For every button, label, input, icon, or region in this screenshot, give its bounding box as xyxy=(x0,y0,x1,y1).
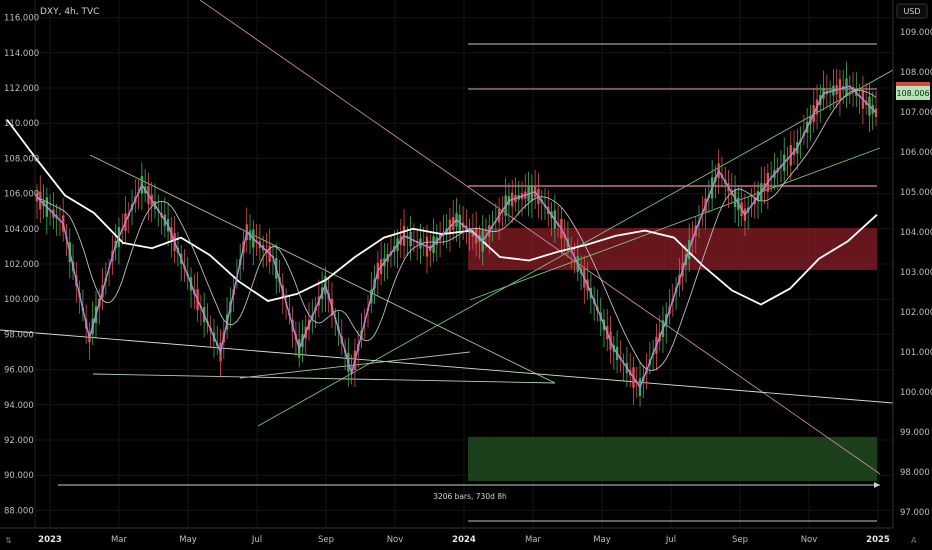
left-tick-label: 90.000 xyxy=(4,471,34,481)
price-line xyxy=(36,85,877,389)
right-tick-label: 101.000 xyxy=(900,348,932,358)
currency-box[interactable] xyxy=(896,3,928,19)
time-tick-label: 2023 xyxy=(38,535,62,545)
right-tick-label: 106.000 xyxy=(900,148,932,158)
time-tick-label: 2024 xyxy=(452,535,476,545)
left-tick-label: 110.000 xyxy=(4,119,39,129)
time-tick-label: Sep xyxy=(318,535,334,545)
trendline-up-channel-lower xyxy=(469,147,881,301)
left-tick-label: 116.000 xyxy=(4,14,39,24)
left-tick-label: 98.000 xyxy=(4,330,34,340)
right-tick-label: 102.000 xyxy=(900,308,932,318)
right-tick-label: 100.000 xyxy=(900,388,932,398)
time-axis-panel xyxy=(0,528,932,550)
right-tick-label: 103.000 xyxy=(900,268,932,278)
right-tick-label: 99.000 xyxy=(900,428,930,438)
left-tick-label: 114.000 xyxy=(4,49,39,59)
left-tick-label: 104.000 xyxy=(4,225,39,235)
right-tick-label: 98.000 xyxy=(900,468,930,478)
trendline-wedge-lower xyxy=(92,373,556,384)
left-tick-label: 92.000 xyxy=(4,436,34,446)
time-tick-label: Mar xyxy=(525,535,542,545)
left-tick-label: 96.000 xyxy=(4,366,34,376)
left-tick-label: 100.000 xyxy=(4,295,39,305)
left-price-axis[interactable]: 116.000 114.000 112.000 110.000 108.000 106.0… xyxy=(4,14,39,517)
time-tick-label: May xyxy=(593,535,611,545)
price-badge[interactable] xyxy=(896,86,930,100)
left-tick-label: 102.000 xyxy=(4,260,39,270)
price-badge-top xyxy=(896,82,930,86)
trendline-down-long xyxy=(199,0,881,475)
measure-label: 3206 bars, 730d 8h xyxy=(433,492,507,501)
time-tick-label: Nov xyxy=(801,535,818,545)
right-price-axis[interactable]: 109.000 108.000 107.000 106.000 105.000 104.0… xyxy=(900,28,932,518)
time-tick-label: May xyxy=(179,535,197,545)
chart-title: DXY, 4h, TVC xyxy=(40,7,99,17)
green-zone xyxy=(468,437,877,481)
left-tick-label: 112.000 xyxy=(4,84,39,94)
measure-arrow-icon xyxy=(874,482,880,488)
right-tick-label: 97.000 xyxy=(900,508,930,518)
time-tick-label: Mar xyxy=(111,535,128,545)
time-axis[interactable]: 2023 Mar May Jul Sep Nov 2024 Mar May Jul Sep Nov 20… xyxy=(38,535,890,545)
price-badge-value: 108.006 xyxy=(896,89,929,98)
time-tick-label: Jul xyxy=(665,535,676,545)
long-moving-average xyxy=(6,119,878,306)
auto-scale-icon[interactable]: A xyxy=(911,536,917,545)
currency-label: USD xyxy=(903,7,920,16)
left-tick-label: 88.000 xyxy=(4,506,34,516)
time-tick-label: Jul xyxy=(251,535,262,545)
time-tick-label: Sep xyxy=(732,535,748,545)
right-tick-label: 109.000 xyxy=(900,28,932,38)
left-tick-label: 94.000 xyxy=(4,401,34,411)
time-tick-label: 2025 xyxy=(866,535,890,545)
zoom-icon[interactable]: ⇅ xyxy=(5,536,12,545)
right-tick-label: 108.000 xyxy=(900,68,932,78)
trendline-support-long xyxy=(0,329,894,404)
time-tick-label: Nov xyxy=(387,535,404,545)
candle-body xyxy=(874,108,878,117)
mid-moving-average xyxy=(36,89,877,371)
left-tick-label: 108.000 xyxy=(4,154,39,164)
trendline-wedge-upper xyxy=(89,154,556,384)
left-tick-label: 106.000 xyxy=(4,190,39,200)
right-tick-label: 104.000 xyxy=(900,228,932,238)
red-zone xyxy=(468,228,877,270)
right-tick-label: 105.000 xyxy=(900,188,932,198)
right-tick-label: 107.000 xyxy=(900,108,932,118)
